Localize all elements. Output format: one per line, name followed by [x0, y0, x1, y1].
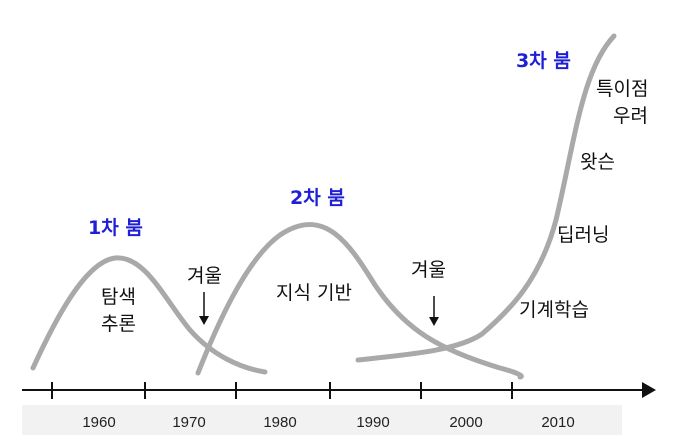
search-label: 탐색	[101, 286, 136, 308]
second-winter-down-arrow-icon	[429, 296, 439, 326]
decade-band	[22, 405, 622, 435]
third-boom-curve	[355, 33, 617, 363]
deep-learning-label: 딥러닝	[557, 224, 609, 246]
decade-label-1980: 1980	[263, 414, 296, 431]
axis-arrowhead	[642, 382, 656, 398]
first-winter-down-arrow-icon	[199, 292, 209, 325]
timeline-axis	[22, 382, 656, 399]
decade-label-1990: 1990	[356, 414, 389, 431]
first-boom-label: 1차 붐	[88, 217, 143, 239]
third-boom-label: 3차 붐	[516, 50, 571, 72]
machine-learning-label: 기계학습	[519, 299, 589, 321]
second-boom-curve	[195, 222, 524, 380]
inference-label: 추론	[101, 313, 136, 335]
decade-label-1960: 1960	[82, 414, 115, 431]
first-boom-curve	[30, 255, 268, 375]
singularity-label: 특이점	[596, 78, 648, 100]
concern-label: 우려	[613, 105, 648, 127]
second-boom-label: 2차 붐	[290, 187, 345, 209]
decade-label-2000: 2000	[449, 414, 482, 431]
watson-label: 왓슨	[580, 151, 615, 173]
decade-label-1970: 1970	[172, 414, 205, 431]
knowledge-base-label: 지식 기반	[276, 282, 352, 304]
second-winter-label: 겨울	[411, 259, 446, 281]
first-winter-label: 겨울	[187, 265, 222, 287]
decade-label-2010: 2010	[541, 414, 574, 431]
